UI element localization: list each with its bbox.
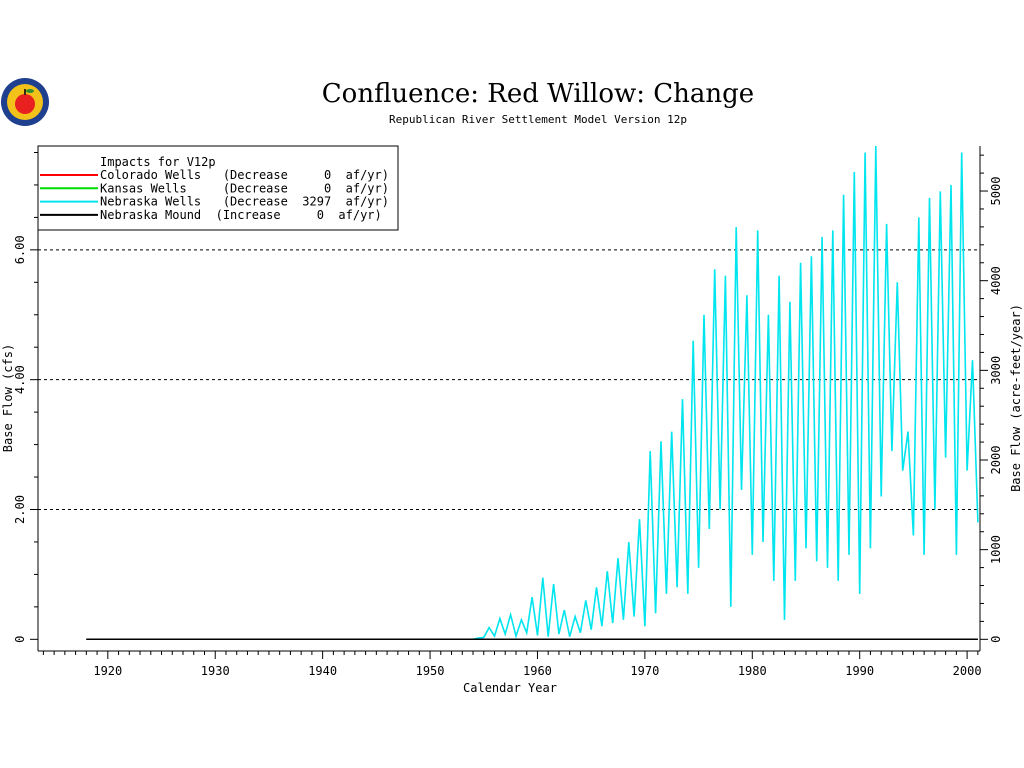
y-right-tick-label: 5000: [989, 177, 1003, 206]
x-tick-label: 1960: [523, 664, 552, 678]
legend-entry-label: Colorado Wells (Decrease 0 af/yr): [100, 168, 389, 182]
y-axis-right-label: Base Flow (acre-feet/year): [1009, 304, 1023, 492]
x-tick-label: 1950: [416, 664, 445, 678]
x-tick-label: 1990: [845, 664, 874, 678]
legend-entry-label: Nebraska Mound (Increase 0 af/yr): [100, 208, 382, 222]
y-right-tick-label: 1000: [989, 535, 1003, 564]
series-layer: [86, 145, 979, 641]
y-right-tick-label: 4000: [989, 266, 1003, 295]
y-tick-label: 6.00: [13, 235, 27, 264]
x-tick-label: 1930: [201, 664, 230, 678]
x-tick-label: 1920: [93, 664, 122, 678]
x-axis-label: Calendar Year: [463, 681, 557, 695]
gridlines: [38, 249, 980, 510]
y-right-tick-label: 3000: [989, 356, 1003, 385]
legend: Impacts for V12p Colorado Wells (Decreas…: [37, 145, 399, 231]
y-ticks: 0 2.00 4.00 6.00: [13, 151, 38, 643]
legend-entries: Colorado Wells (Decrease 0 af/yr)Kansas …: [40, 168, 389, 222]
x-tick-label: 1970: [630, 664, 659, 678]
x-ticks: 1920 1930 1940 1950 1960 1970 1980 1990 2000: [42, 651, 982, 678]
apple-icon: [15, 94, 35, 114]
chart-title: Confluence: Red Willow: Change: [322, 79, 754, 109]
legend-title: Impacts for V12p: [100, 155, 216, 169]
y-right-tick-label: 0: [989, 636, 1003, 643]
y-tick-label: 2.00: [13, 495, 27, 524]
legend-entry-label: Nebraska Wells (Decrease 3297 af/yr): [100, 195, 389, 209]
x-tick-label: 1980: [738, 664, 767, 678]
y-right-ticks: 0 1000 2000 3000 4000 5000: [980, 154, 1003, 643]
legend-entry-label: Kansas Wells (Decrease 0 af/yr): [100, 181, 389, 195]
series-nebraska-wells: [472, 145, 979, 641]
y-right-tick-label: 2000: [989, 446, 1003, 475]
y-tick-label: 4.00: [13, 365, 27, 394]
x-tick-label: 2000: [953, 664, 982, 678]
y-axis-label: Base Flow (cfs): [1, 344, 15, 452]
x-tick-label: 1940: [308, 664, 337, 678]
y-tick-label: 0: [13, 636, 27, 643]
chart-subtitle: Republican River Settlement Model Versio…: [389, 113, 687, 126]
agency-logo: [1, 78, 49, 126]
